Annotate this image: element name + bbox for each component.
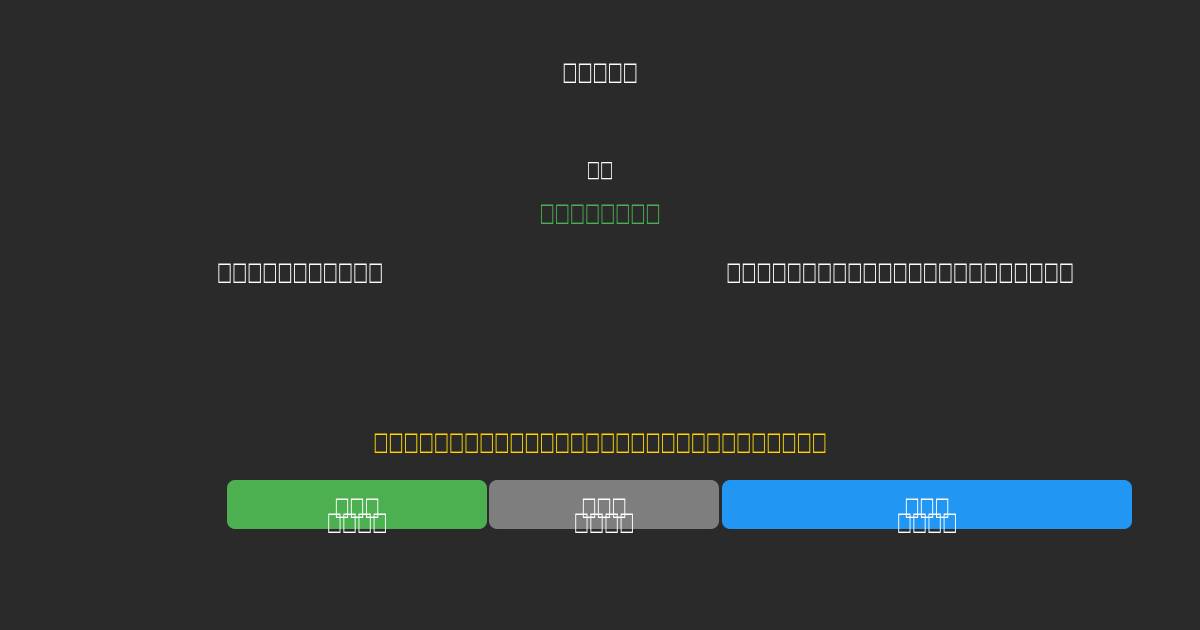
gray-action-button-line2: □□□□ bbox=[573, 505, 635, 537]
gray-action-button[interactable]: □□□ □□□□ bbox=[489, 480, 719, 537]
description-right-text: □□□□□□□□□□□□□□□□□□□□□□□ bbox=[726, 256, 1074, 287]
description-right: □□□□□□□□□□□□□□□□□□□□□□□ bbox=[726, 256, 1074, 286]
section-heading: □□ bbox=[587, 157, 613, 184]
blue-action-button[interactable]: □□□ □□□□ bbox=[722, 480, 1132, 537]
description-left-text: □□□□□□□□□□□ bbox=[216, 256, 384, 287]
status-text: □□□□□□□□ bbox=[539, 197, 661, 228]
warning-text-yellow: □□□□□□□□□□□□□□□□□□□□□□□□□□□□□□ bbox=[373, 426, 827, 456]
gray-action-button-line1: □□□ bbox=[581, 490, 627, 522]
status-text-green: □□□□□□□□ bbox=[540, 197, 661, 227]
green-action-button-line2: □□□□ bbox=[326, 505, 388, 537]
blue-action-button-line2: □□□□ bbox=[896, 505, 958, 537]
description-left: □□□□□□□□□□□ bbox=[217, 256, 383, 286]
section-heading-text: □□ bbox=[586, 157, 614, 184]
green-action-button-line1: □□□ bbox=[334, 490, 380, 522]
green-action-button[interactable]: □□□ □□□□ bbox=[227, 480, 487, 537]
page-title-text: □□□□□ bbox=[562, 56, 638, 87]
blue-action-button-line1: □□□ bbox=[904, 490, 950, 522]
warning-text: □□□□□□□□□□□□□□□□□□□□□□□□□□□□□□ bbox=[373, 426, 827, 457]
page-title: □□□□□ bbox=[562, 56, 638, 86]
